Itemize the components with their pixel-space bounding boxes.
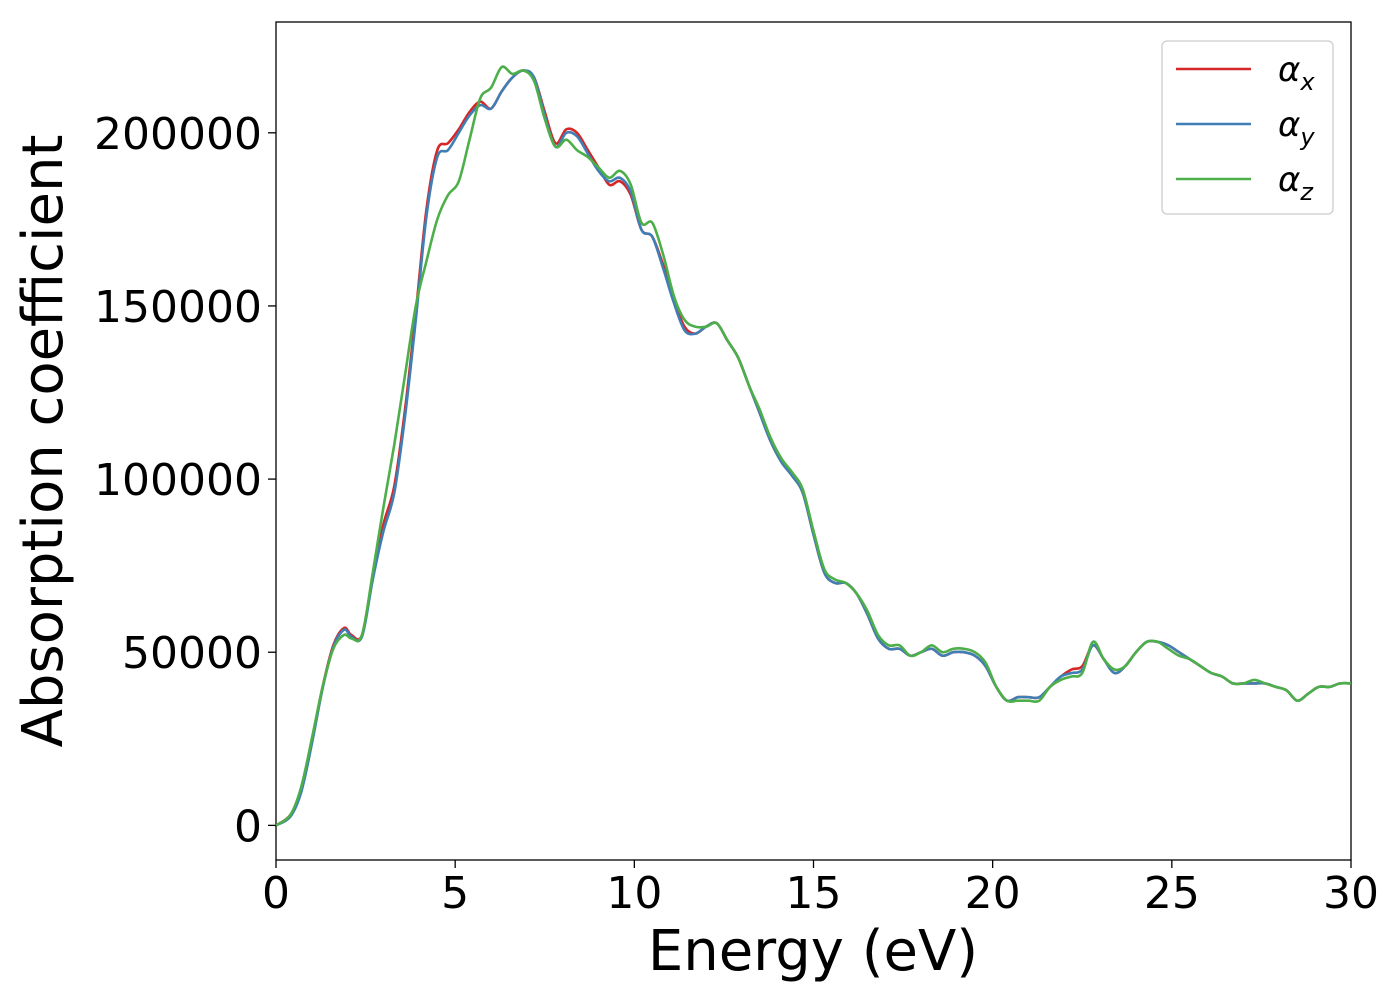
y-axis-ticks: 0 50000 100000 150000 200000	[94, 109, 276, 852]
x-axis-ticks: 0 5 10 15 20 25 30	[262, 860, 1379, 919]
y-axis-title: Absorption coefficient	[11, 135, 76, 748]
legend-box	[1161, 40, 1334, 215]
x-tick-label: 30	[1323, 868, 1379, 919]
x-tick-label: 15	[786, 868, 842, 919]
legend-subscript: y	[1299, 123, 1315, 151]
legend-subscript: x	[1299, 68, 1315, 96]
series-line-z	[275, 65, 1352, 827]
x-tick-label: 5	[441, 868, 469, 919]
x-tick-label: 25	[1144, 868, 1200, 919]
y-tick-label: 200000	[94, 109, 262, 160]
x-tick-label: 10	[606, 868, 662, 919]
y-tick-label: 0	[234, 801, 262, 852]
y-tick-label: 150000	[94, 282, 262, 333]
legend-subscript: z	[1299, 178, 1314, 206]
x-tick-label: 20	[965, 868, 1021, 919]
y-tick-label: 100000	[94, 455, 262, 506]
x-tick-label: 0	[262, 868, 290, 919]
x-axis-title: Energy (eV)	[648, 919, 978, 984]
series-lines	[275, 65, 1352, 827]
y-tick-label: 50000	[122, 628, 262, 679]
